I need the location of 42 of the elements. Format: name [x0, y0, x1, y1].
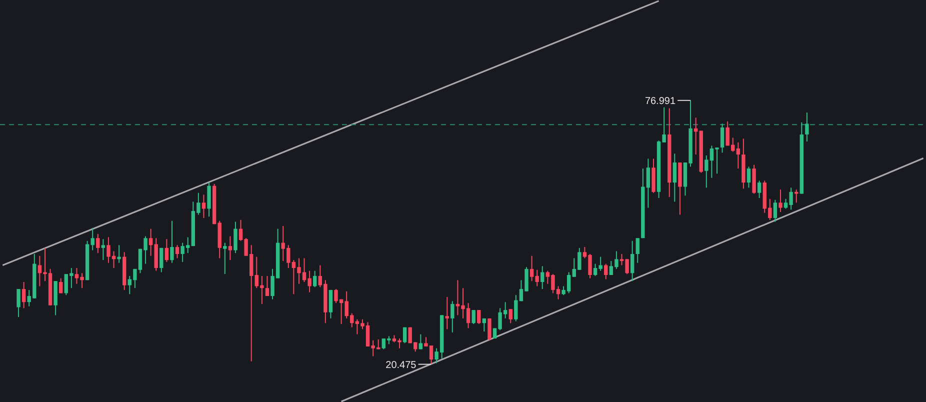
candlestick — [773, 199, 778, 222]
candlestick — [508, 308, 512, 324]
annotation: 76.991 — [644, 96, 676, 107]
candlestick — [117, 244, 121, 264]
candlestick — [16, 288, 20, 318]
candlestick — [175, 244, 180, 259]
candlestick — [207, 182, 211, 218]
candlestick — [778, 189, 782, 212]
candlestick — [736, 142, 740, 170]
candlestick — [101, 238, 106, 261]
candlestick — [328, 289, 333, 319]
candlestick — [482, 318, 486, 332]
candlestick — [22, 282, 26, 309]
candlestick — [265, 275, 270, 297]
candlestick — [720, 123, 724, 154]
candlestick — [59, 278, 63, 294]
candlestick — [228, 236, 232, 261]
candlestick — [472, 310, 476, 325]
candlestick — [445, 296, 449, 330]
candlestick — [672, 153, 677, 202]
candlestick — [630, 240, 634, 282]
candlestick — [202, 194, 206, 219]
candlestick — [160, 247, 164, 273]
annotation: 20.475 — [386, 360, 417, 371]
candlestick — [223, 242, 227, 275]
candlestick — [234, 221, 238, 254]
candlestick — [794, 189, 798, 204]
candlestick — [402, 326, 407, 344]
candlestick — [96, 233, 100, 254]
candlestick — [170, 220, 174, 264]
candlestick — [636, 238, 640, 264]
candlestick — [418, 334, 423, 350]
candlestick — [746, 166, 751, 188]
candlestick — [805, 112, 809, 142]
candlestick — [164, 238, 169, 262]
candlestick — [312, 270, 317, 288]
candlestick — [604, 263, 608, 280]
candlestick — [540, 266, 544, 290]
candlestick — [477, 310, 481, 325]
candlestick — [450, 300, 454, 333]
candlestick — [488, 318, 492, 341]
candlestick — [757, 180, 762, 198]
